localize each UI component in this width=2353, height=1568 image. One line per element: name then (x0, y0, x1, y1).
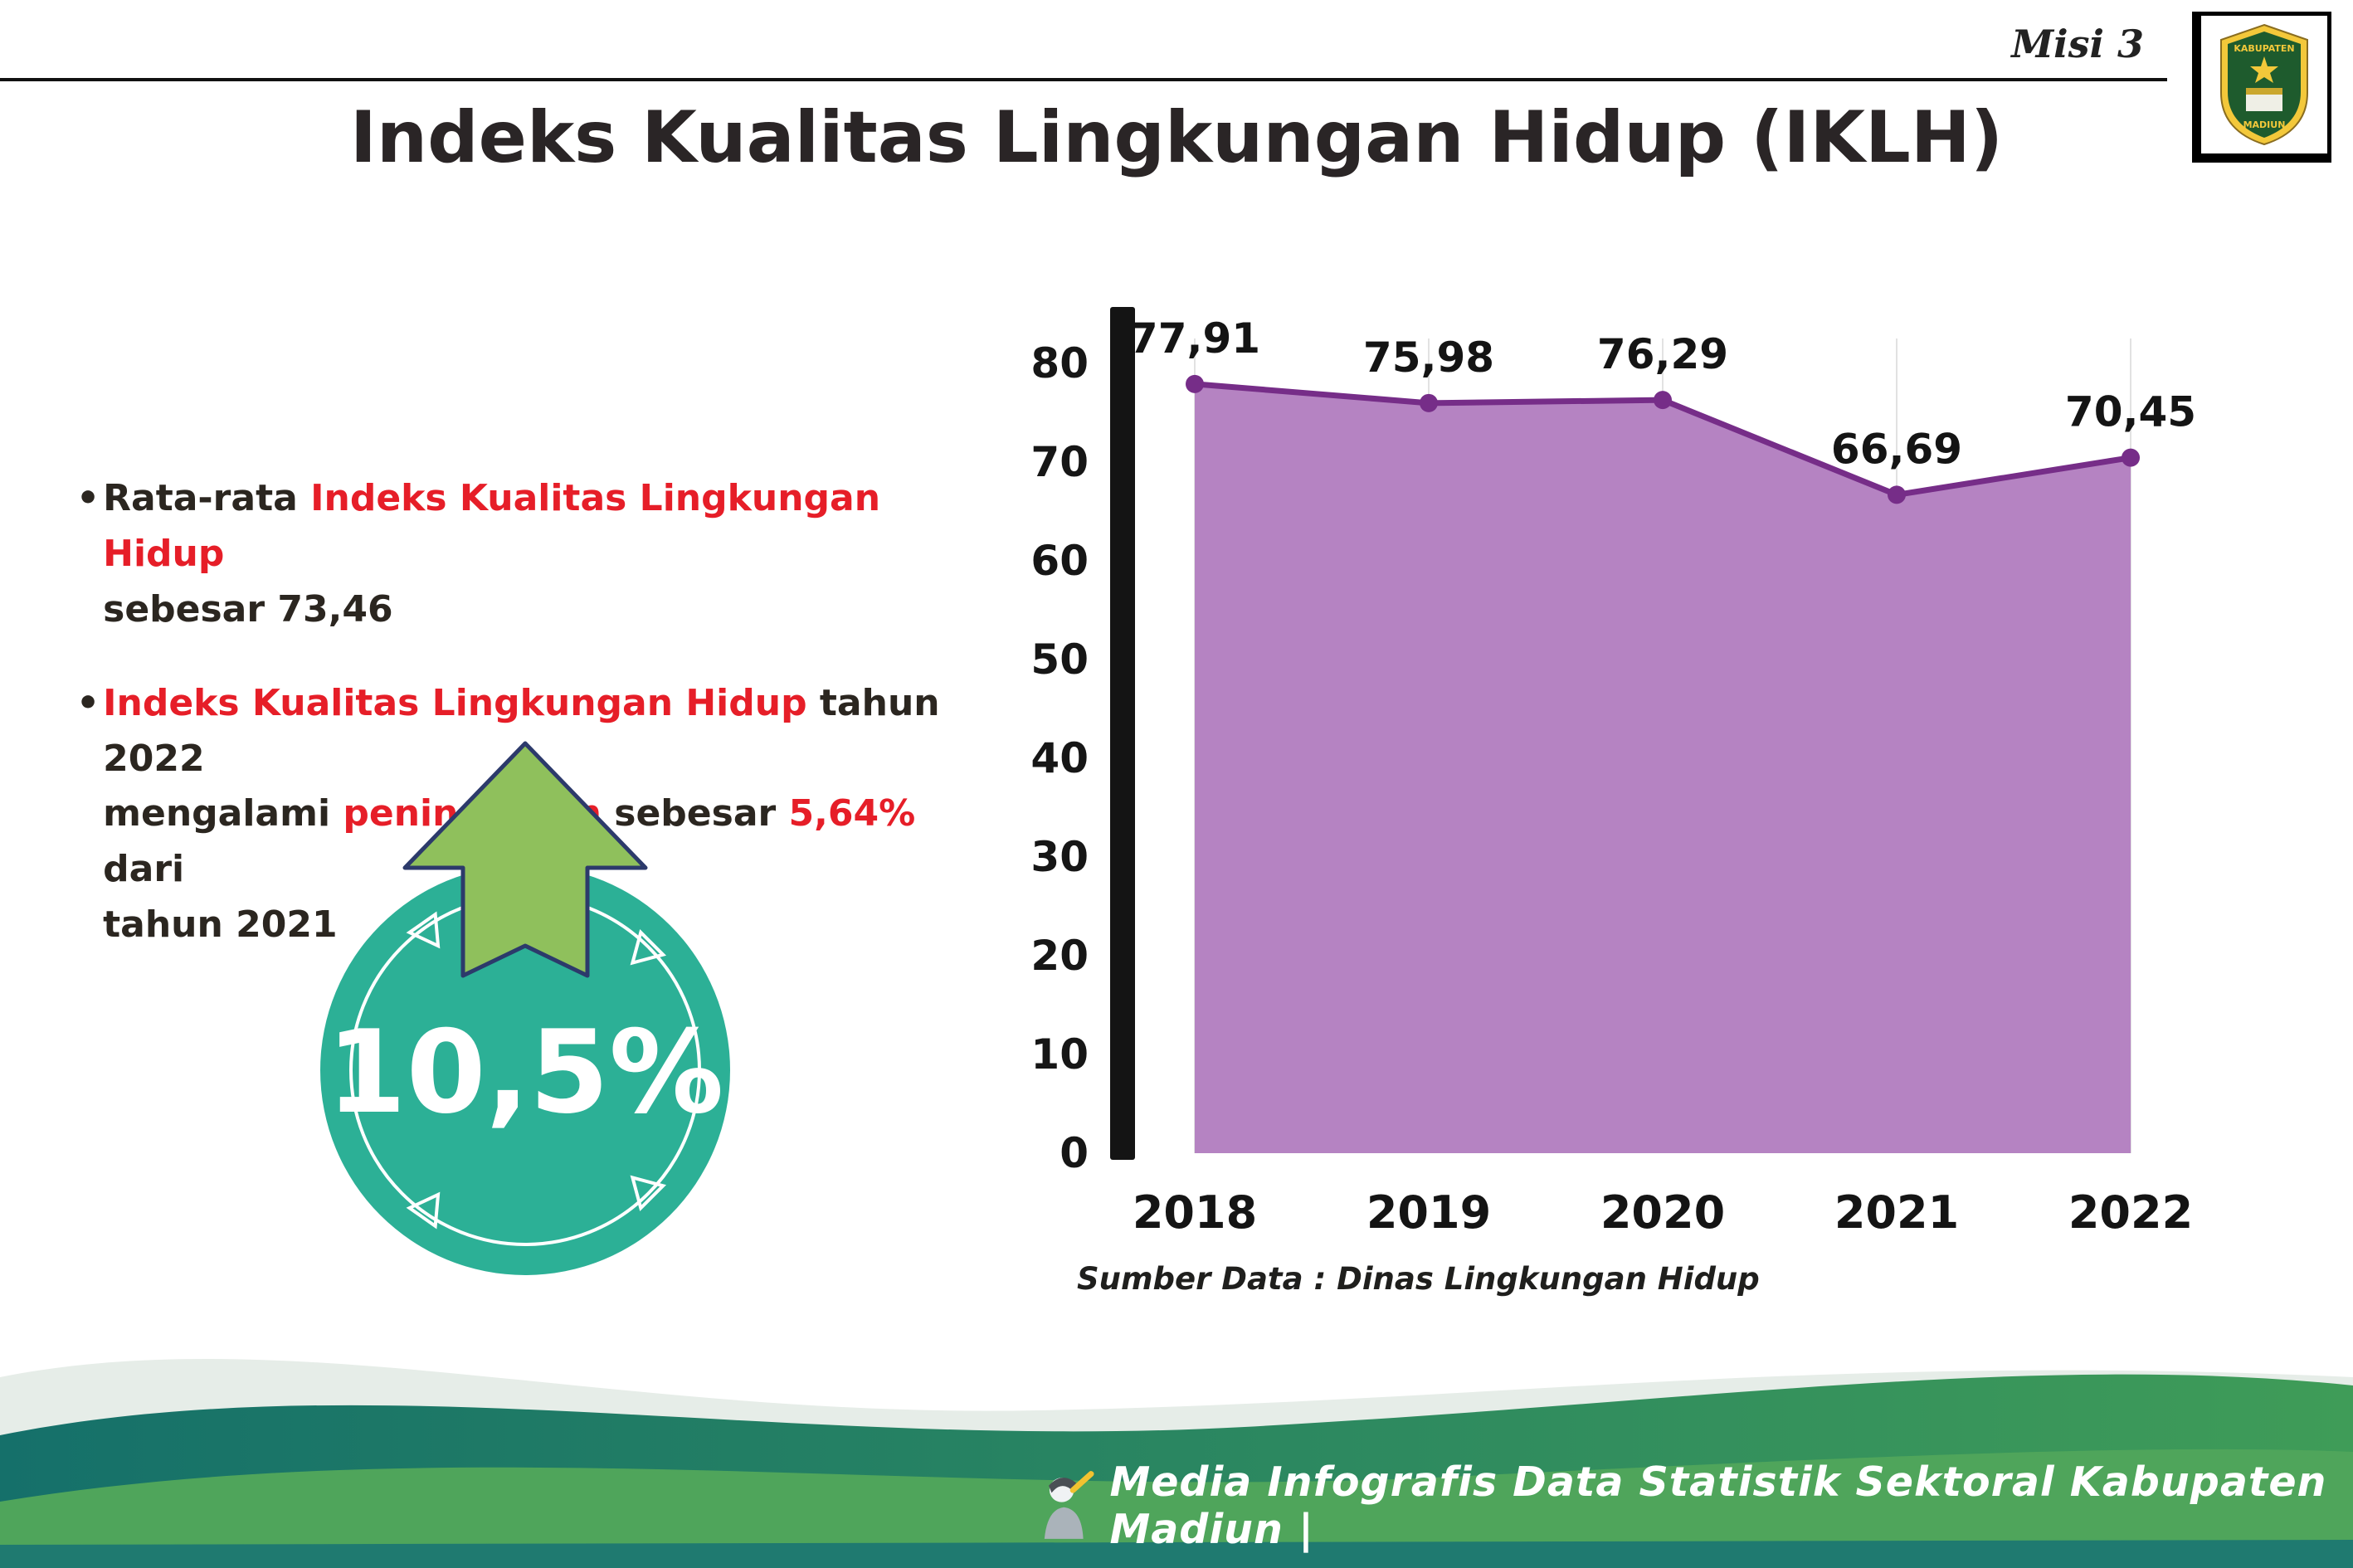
chart-area: 0 10 20 30 40 50 60 70 80 77,91 75,98 76,29 66,69 70,… (979, 274, 2207, 1336)
bullet-dot: • (76, 477, 100, 519)
crest-text-kabupaten: KABUPATEN (2234, 43, 2294, 54)
crest-star-icon (2250, 56, 2278, 83)
crest-icon: KABUPATEN MADIUN (2220, 23, 2308, 146)
value-label: 77,91 (1129, 314, 1260, 363)
x-axis-label: 2022 (2068, 1186, 2193, 1239)
footer-waves (0, 1358, 2353, 1568)
x-axis-label: 2020 (1600, 1186, 1725, 1239)
y-tick-label: 70 (1030, 438, 1089, 486)
page-title: Indeks Kualitas Lingkungan Hidup (IKLH) (349, 96, 2004, 179)
y-tick-label: 60 (1030, 537, 1089, 585)
value-label: 66,69 (1831, 425, 1962, 473)
y-tick-label: 20 (1030, 932, 1089, 980)
bullet-average-iklh: • Rata-rata Indeks Kualitas Lingkungan H… (76, 471, 972, 638)
value-label: 76,29 (1597, 330, 1728, 378)
data-point (2122, 448, 2140, 467)
x-axis-label: 2018 (1133, 1186, 1257, 1239)
footer-caption: Media Infografis Data Statistik Sektoral… (1109, 1458, 2327, 1553)
bullet-iklh-increase-text: Indeks Kualitas Lingkungan Hidup tahun 2… (103, 681, 940, 947)
up-arrow-icon (402, 741, 648, 978)
data-point (1420, 393, 1438, 412)
source-note: Sumber Data : Dinas Lingkungan Hidup (1077, 1261, 1760, 1297)
data-point (1186, 374, 1204, 393)
y-tick-label: 50 (1030, 635, 1089, 684)
badge-percentage: 10,5% (327, 1006, 724, 1139)
data-point (1654, 391, 1672, 410)
x-axis-label: 2019 (1366, 1186, 1491, 1239)
footer: Media Infografis Data Statistik Sektoral… (1033, 1458, 2353, 1553)
y-tick-label: 80 (1030, 339, 1089, 387)
value-label: 75,98 (1363, 334, 1494, 382)
y-tick-label: 40 (1030, 734, 1089, 782)
header-divider-line (0, 78, 2167, 81)
summary-bullets: • Rata-rata Indeks Kualitas Lingkungan H… (76, 471, 972, 953)
y-tick-label: 0 (1060, 1129, 1089, 1177)
y-tick-label: 10 (1030, 1030, 1089, 1079)
value-label: 70,45 (2065, 388, 2196, 436)
badge-tick-triangles (406, 911, 667, 1230)
iklh-area-chart: 0 10 20 30 40 50 60 70 80 77,91 75,98 76,29 66,69 70,… (1030, 307, 2196, 1239)
y-tick-label: 30 (1030, 833, 1089, 881)
increase-badge: 10,5% (320, 741, 730, 1275)
data-point (1888, 485, 1906, 504)
bullet-dot: • (76, 681, 100, 724)
misi-label: Misi 3 (2011, 22, 2144, 66)
bullet-average-iklh-text: Rata-rata Indeks Kualitas Lingkungan Hid… (103, 477, 881, 631)
mascot-icon (1044, 1471, 1094, 1539)
y-axis-bar (1110, 307, 1135, 1160)
crest-text-madiun: MADIUN (2243, 119, 2286, 130)
kabupaten-madiun-logo: KABUPATEN MADIUN (2192, 12, 2331, 163)
badge-circle (320, 865, 730, 1275)
bullet-iklh-increase: • Indeks Kualitas Lingkungan Hidup tahun… (76, 676, 972, 953)
x-axis-label: 2021 (1834, 1186, 1959, 1239)
area-fill (1195, 383, 2131, 1154)
